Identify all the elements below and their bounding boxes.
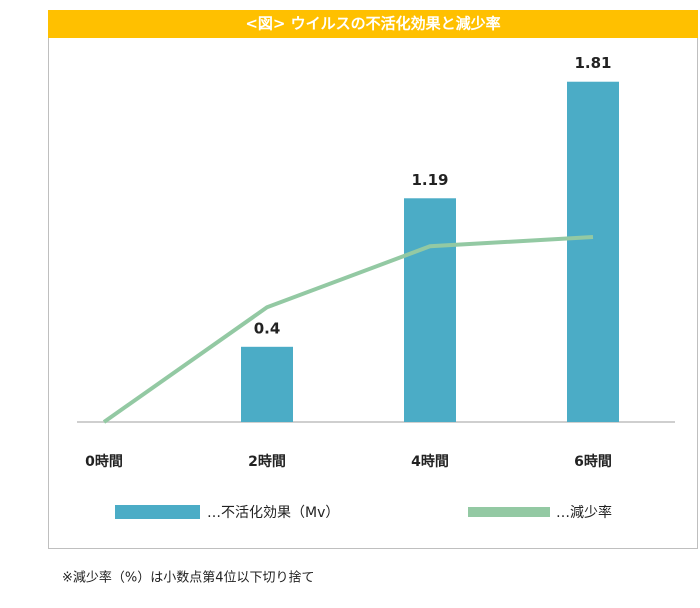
x-tick-label: 6時間 [574, 453, 612, 470]
line [102, 235, 594, 424]
value-label: 0.4 [254, 319, 281, 337]
value-label: 1.19 [411, 171, 448, 189]
chart-title: <図> ウイルスの不活化効果と減少率 [245, 15, 500, 33]
title-bar [48, 10, 698, 38]
value-label: 1.81 [574, 54, 611, 72]
bar [404, 198, 456, 422]
legend-label: …不活化効果（Mv） [207, 505, 339, 521]
x-tick-label: 2時間 [248, 453, 286, 470]
footnote: ※減少率（%）は小数点第4位以下切り捨て [62, 570, 315, 586]
bar [241, 346, 293, 422]
legend-swatch [468, 507, 550, 517]
x-tick-label: 4時間 [411, 453, 449, 470]
legend-label: …減少率 [556, 504, 612, 521]
bar [567, 81, 619, 422]
x-tick-label: 0時間 [85, 453, 123, 470]
legend-swatch [115, 505, 200, 519]
